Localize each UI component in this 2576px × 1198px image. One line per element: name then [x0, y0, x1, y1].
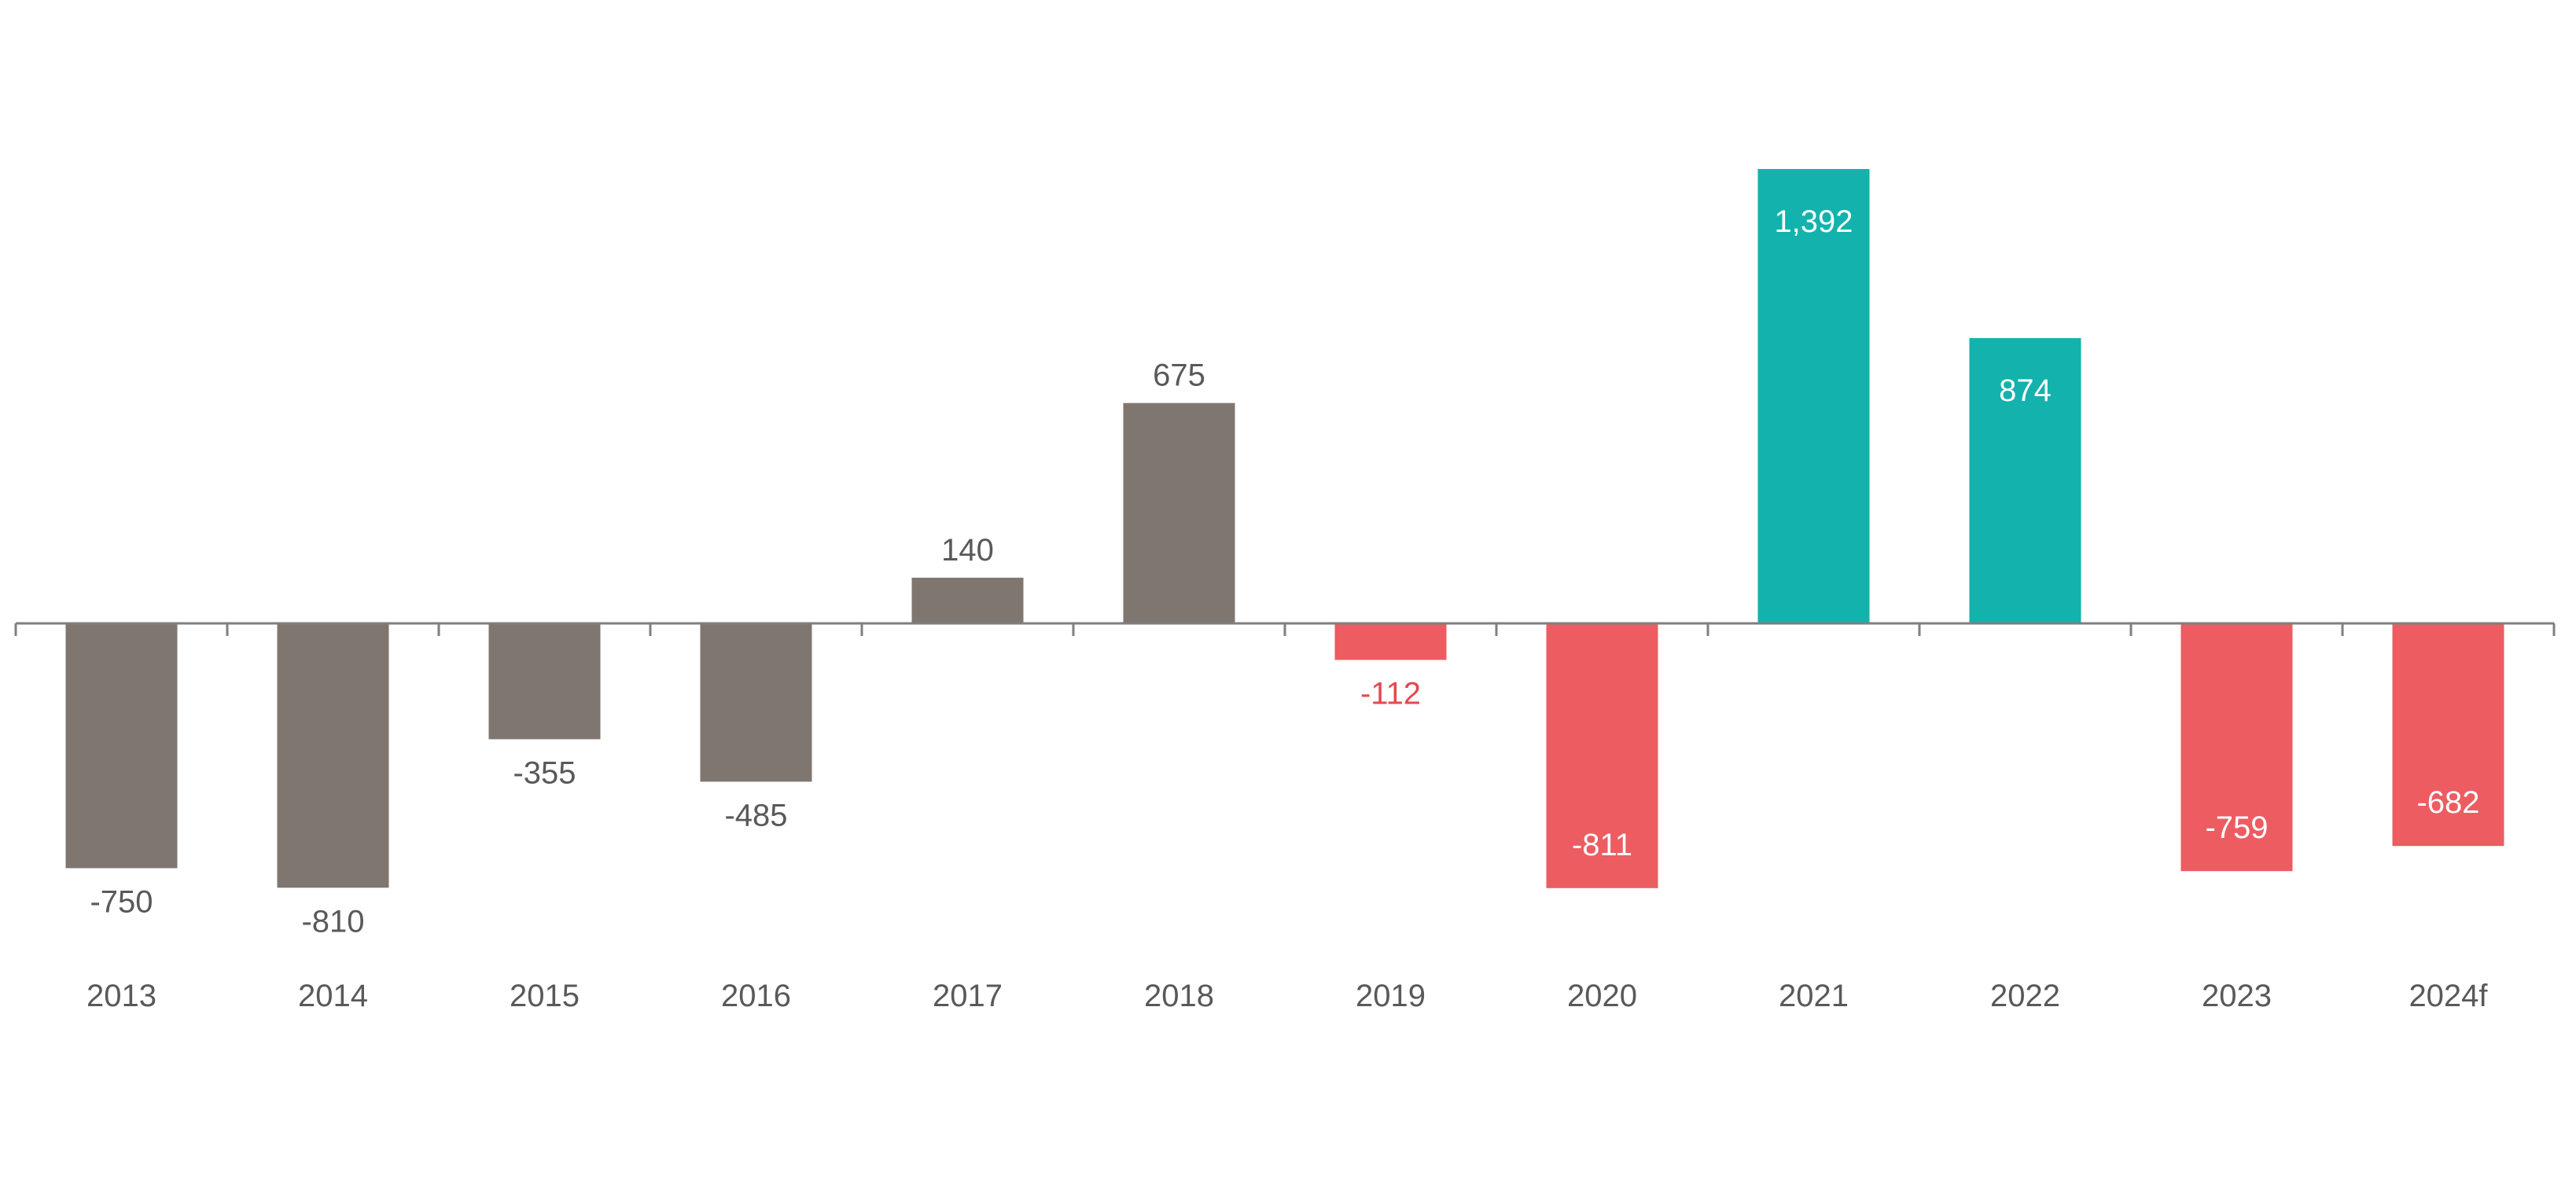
x-tick-label-2018: 2018 — [1144, 979, 1214, 1013]
data-labels: -750 -810 -355 -485 140 675 -112 -811 1,392 874 -7… — [90, 204, 2479, 939]
x-tick-label-2019: 2019 — [1356, 979, 1426, 1013]
data-label-2022: 874 — [1999, 373, 2052, 408]
data-label-2013: -750 — [90, 884, 153, 919]
data-label-2014: -810 — [301, 904, 364, 939]
data-label-2018: 675 — [1153, 358, 1205, 393]
x-tick-label-2017: 2017 — [933, 979, 1003, 1013]
bar-2024f — [2392, 623, 2504, 847]
bar-2021 — [1757, 169, 1870, 623]
bar-2013 — [65, 623, 178, 869]
data-label-2015: -355 — [513, 755, 576, 790]
x-tick-label-2016: 2016 — [721, 979, 791, 1013]
bar-2023 — [2180, 623, 2293, 872]
bar-2020 — [1546, 623, 1658, 888]
x-tick-label-2022: 2022 — [1990, 979, 2060, 1013]
x-axis — [14, 622, 2556, 636]
x-tick-labels: 2013 2014 2015 2016 2017 2018 2019 2020 2021 2022… — [86, 979, 2488, 1013]
x-tick-label-2020: 2020 — [1567, 979, 1637, 1013]
bar-2019 — [1334, 623, 1447, 660]
data-label-2020: -811 — [1572, 828, 1632, 862]
x-tick-label-2013: 2013 — [86, 979, 156, 1013]
bar-2022 — [1969, 338, 2081, 623]
bar-2016 — [700, 623, 812, 782]
data-label-2023: -759 — [2205, 810, 2268, 845]
data-label-2016: -485 — [724, 798, 787, 832]
x-tick-label-2015: 2015 — [510, 979, 580, 1013]
data-label-2021: 1,392 — [1774, 204, 1853, 239]
x-tick-label-2023: 2023 — [2202, 979, 2272, 1013]
bars-layer — [65, 169, 2504, 888]
data-label-2019: -112 — [1360, 677, 1421, 711]
data-label-2024f: -682 — [2416, 785, 2479, 820]
x-tick-label-2024f: 2024f — [2409, 979, 2488, 1013]
bar-2017 — [911, 577, 1024, 623]
bar-2018 — [1123, 402, 1235, 623]
x-tick-label-2021: 2021 — [1779, 979, 1849, 1013]
bar-2014 — [277, 623, 389, 888]
x-tick-label-2014: 2014 — [298, 979, 368, 1013]
bar-2015 — [488, 623, 601, 740]
data-label-2017: 140 — [941, 533, 994, 568]
